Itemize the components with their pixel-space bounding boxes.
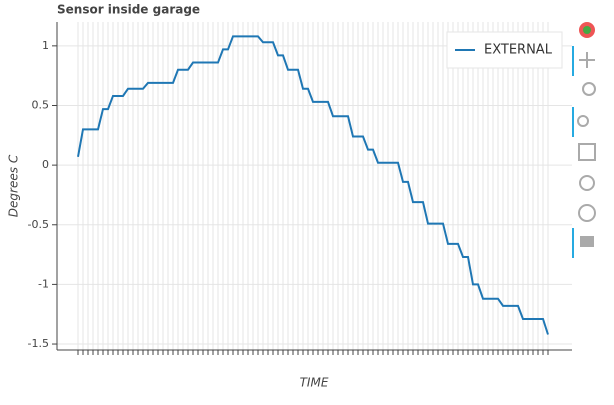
hover-tool[interactable] xyxy=(580,236,594,247)
y-tick-label: -1 xyxy=(38,277,49,290)
help-tool[interactable] xyxy=(578,204,596,222)
wheel-zoom-tool[interactable] xyxy=(577,115,589,127)
save-tool[interactable] xyxy=(578,143,596,161)
y-tick-label: 0 xyxy=(42,158,49,171)
reset-tool[interactable] xyxy=(579,175,595,191)
series-line xyxy=(77,35,549,335)
pan-tool[interactable] xyxy=(579,52,595,68)
box-zoom-tool[interactable] xyxy=(582,82,596,96)
toolbar xyxy=(572,22,596,258)
y-tick-label: -0.5 xyxy=(28,218,49,231)
y-tick-label: -1.5 xyxy=(28,337,49,350)
x-axis-label: TIME xyxy=(300,376,329,390)
legend-label: EXTERNAL xyxy=(484,43,553,58)
y-tick-label: 0.5 xyxy=(32,98,50,111)
chart-title: Sensor inside garage xyxy=(57,3,200,17)
y-axis-label: Degrees C xyxy=(7,154,21,217)
y-tick-label: 1 xyxy=(42,39,49,52)
